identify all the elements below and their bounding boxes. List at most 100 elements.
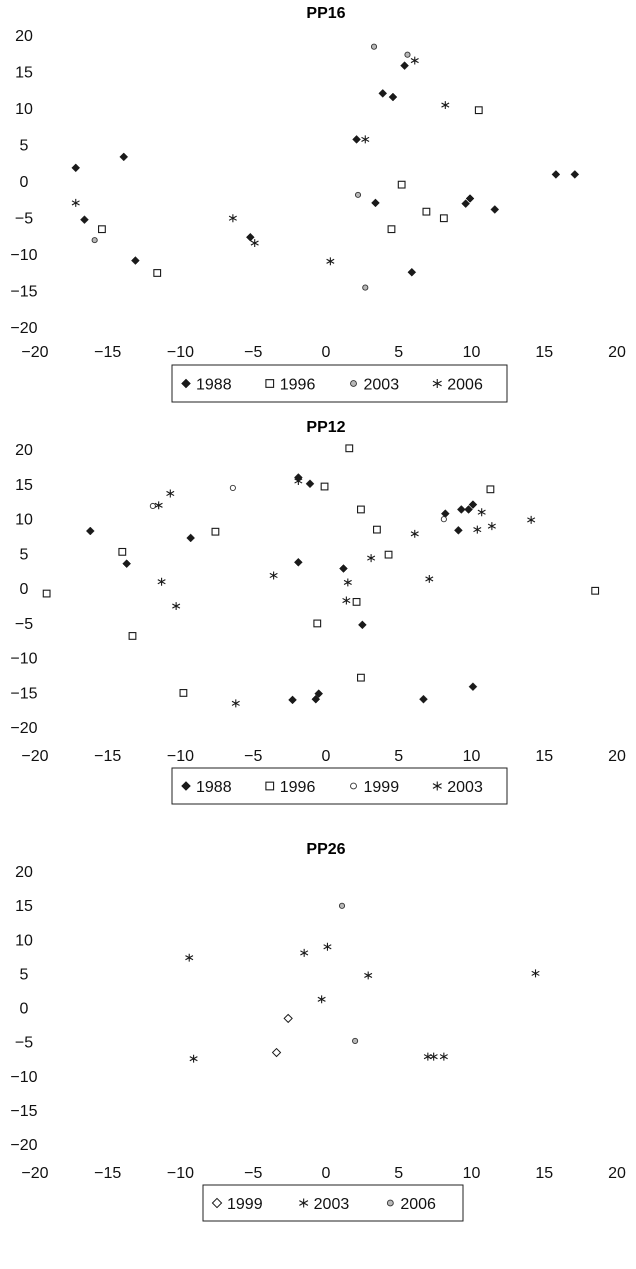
data-point <box>371 198 380 208</box>
series-2003 <box>185 942 540 1063</box>
data-point <box>343 578 352 587</box>
series-1988 <box>71 61 580 277</box>
y-tick-label: −20 <box>10 1137 37 1154</box>
y-tick-label: −15 <box>10 685 37 702</box>
data-point <box>294 557 303 567</box>
y-tick-label: 20 <box>15 28 33 45</box>
data-point <box>477 508 486 517</box>
x-tick-label: 0 <box>322 1165 331 1182</box>
data-point <box>357 505 365 514</box>
data-point <box>404 51 411 58</box>
data-point <box>531 969 540 978</box>
data-point <box>364 971 373 980</box>
data-point <box>487 522 496 531</box>
data-point <box>461 199 471 208</box>
data-point <box>179 689 188 697</box>
data-point <box>456 505 466 514</box>
y-tick-label: −5 <box>15 616 33 633</box>
data-point <box>410 56 419 65</box>
legend-label: 2006 <box>447 377 483 394</box>
data-point <box>154 501 163 510</box>
data-point <box>300 948 309 957</box>
data-point <box>172 602 181 611</box>
data-point <box>440 509 450 518</box>
series-1988 <box>85 473 478 705</box>
data-point <box>468 500 478 509</box>
y-tick-label: −15 <box>10 1103 37 1120</box>
data-point <box>294 477 303 485</box>
data-point <box>305 479 315 489</box>
data-point <box>317 995 326 1004</box>
x-tick-label: 5 <box>394 1165 403 1182</box>
data-point <box>269 571 278 580</box>
legend-label: 1999 <box>364 779 400 796</box>
series-1996 <box>42 444 600 697</box>
data-point <box>271 1047 282 1058</box>
y-tick-label: 5 <box>20 546 29 563</box>
data-point <box>283 1013 293 1024</box>
data-point <box>357 673 365 682</box>
series-1999 <box>271 1013 293 1058</box>
x-tick-label: 20 <box>608 748 626 765</box>
legend-label: 1988 <box>196 377 232 394</box>
y-tick-label: −10 <box>10 1069 37 1086</box>
data-point <box>186 533 196 543</box>
data-point <box>338 902 346 909</box>
y-tick-label: −20 <box>10 320 37 337</box>
data-point <box>323 942 332 951</box>
data-point <box>326 257 335 266</box>
y-tick-label: 15 <box>15 477 33 494</box>
chart-panel-pp16: PP16 20 15 10 5 0 −5 −10 −15 −20 −20 −15 −10 −5 0 5 10 15… <box>0 0 636 410</box>
data-point <box>228 214 237 223</box>
data-point <box>361 135 370 144</box>
scatter-chart-pp26: PP26 20 15 10 5 0 −5 −10 −15 −20 −20 −15 −10 −5 0 5 10 15… <box>10 841 626 1222</box>
legend-marker <box>181 781 191 791</box>
data-point <box>42 589 51 598</box>
x-tick-label: 0 <box>322 344 331 361</box>
data-point <box>441 101 450 110</box>
data-point <box>128 632 137 640</box>
scatter-chart-pp12: PP12 20 15 10 5 0 −5 −10 −15 −20 −20 −15 −10 −5 0 5 10 15… <box>10 419 626 805</box>
data-point <box>570 170 580 179</box>
x-tick-label: −5 <box>244 344 262 361</box>
data-point <box>153 269 162 277</box>
y-tick-label: 10 <box>15 932 33 949</box>
data-point <box>211 527 220 536</box>
x-tick-label: 10 <box>463 748 481 765</box>
legend: 1999 2003 2006 <box>202 1184 464 1222</box>
y-tick-label: 5 <box>20 966 29 983</box>
legend-label: 1996 <box>280 377 316 394</box>
legend-marker <box>265 781 275 791</box>
legend-marker <box>299 1198 309 1208</box>
x-tick-label: −15 <box>94 748 121 765</box>
y-tick-label: −10 <box>10 247 37 264</box>
legend-label: 2003 <box>447 779 483 796</box>
y-tick-label: 10 <box>15 101 33 118</box>
data-point <box>387 225 396 234</box>
data-point <box>313 619 322 628</box>
data-point <box>490 205 500 214</box>
data-point <box>288 695 297 705</box>
data-point <box>80 215 89 225</box>
data-point <box>425 574 434 583</box>
chart-title: PP16 <box>306 5 345 22</box>
legend-box <box>171 767 508 805</box>
legend-marker <box>211 1197 223 1209</box>
data-point <box>468 682 478 692</box>
y-tick-label: 15 <box>15 65 33 82</box>
data-point <box>454 525 463 535</box>
data-point <box>189 1054 198 1063</box>
data-point <box>422 207 431 216</box>
x-tick-label: 15 <box>535 1165 553 1182</box>
legend-label: 1988 <box>196 779 232 796</box>
data-point <box>166 489 175 498</box>
x-tick-label: −20 <box>21 748 48 765</box>
data-point <box>486 485 495 494</box>
legend-marker <box>350 380 357 387</box>
series-2003 <box>154 477 536 708</box>
x-tick-label: −10 <box>167 748 194 765</box>
data-point <box>98 225 106 234</box>
legend-label: 2003 <box>364 377 400 394</box>
data-point <box>370 43 378 50</box>
data-point <box>91 237 98 244</box>
